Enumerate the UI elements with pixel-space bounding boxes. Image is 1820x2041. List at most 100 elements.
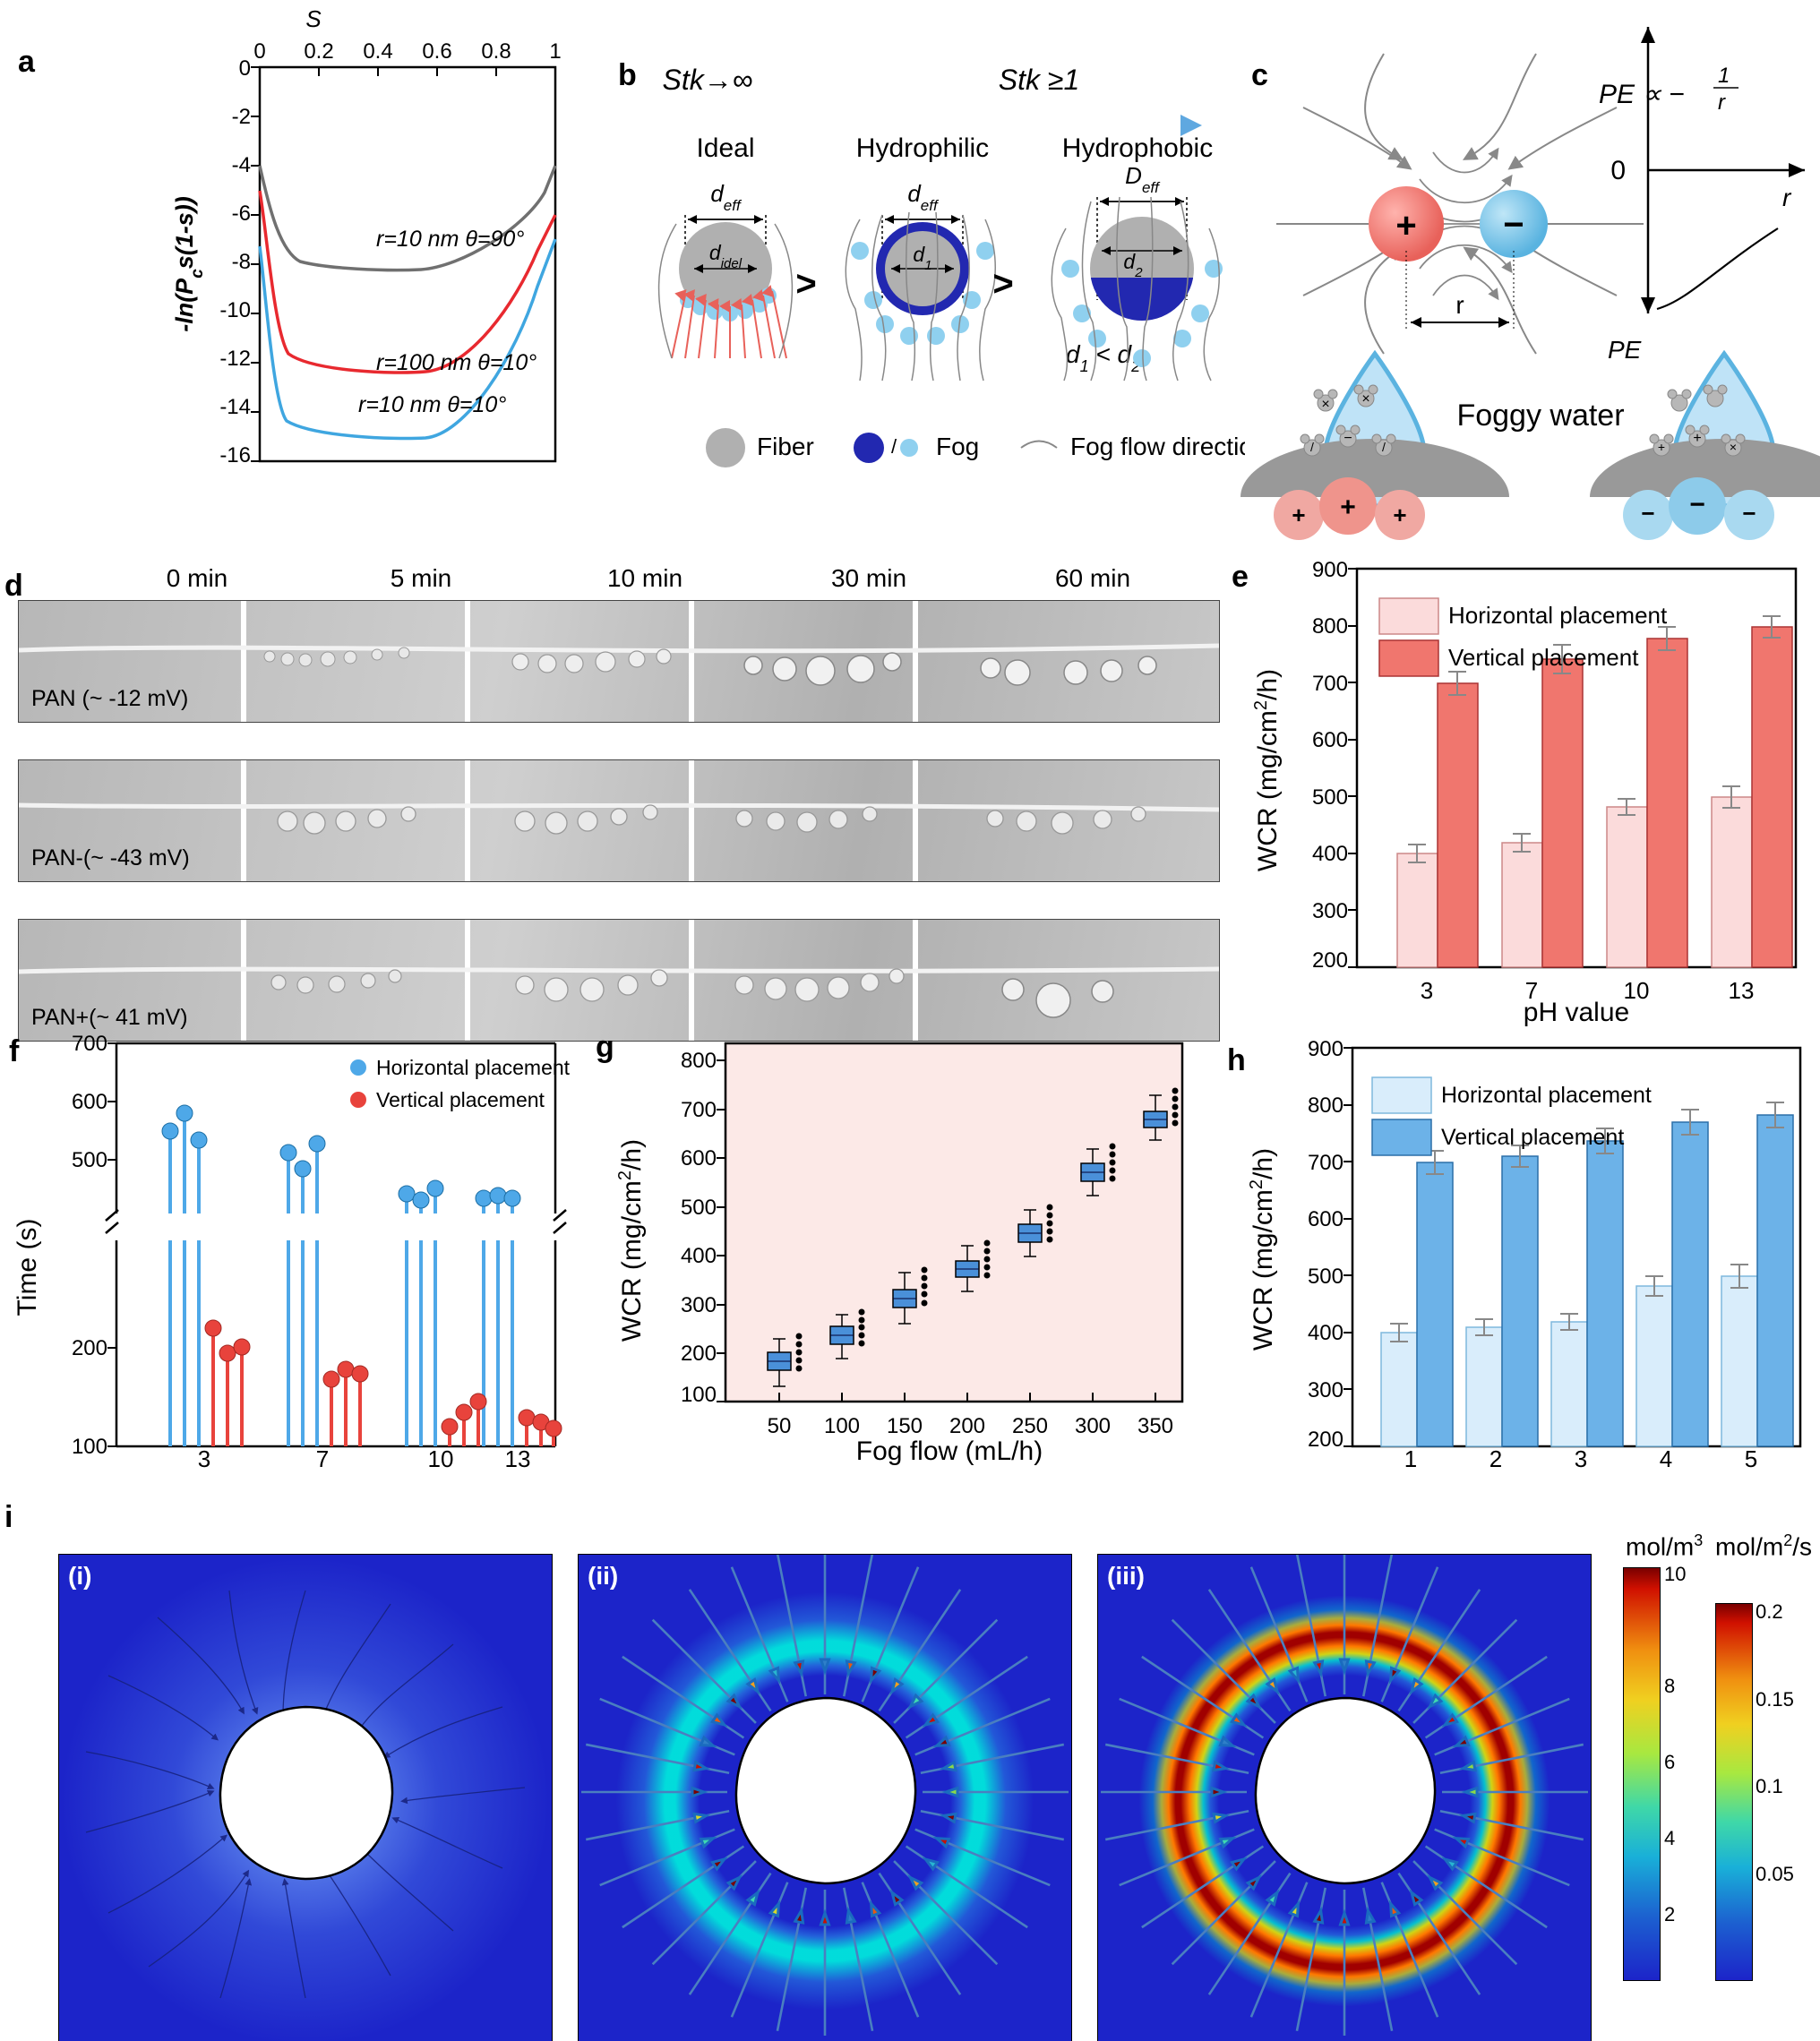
svg-text:×: ×	[1730, 440, 1737, 454]
svg-text:−: −	[1742, 500, 1756, 527]
svg-text:Horizontal placement: Horizontal placement	[1448, 602, 1668, 629]
svg-text:pH value: pH value	[1524, 998, 1629, 1027]
svg-text:/: /	[1382, 440, 1386, 454]
svg-text:0.8: 0.8	[481, 39, 511, 64]
svg-text:-12: -12	[219, 347, 251, 371]
svg-text:10: 10	[428, 1445, 454, 1472]
svg-text:/: /	[1310, 440, 1314, 454]
svg-text:Horizontal placement: Horizontal placement	[376, 1056, 571, 1079]
svg-text:-6: -6	[232, 202, 251, 226]
svg-text:700: 700	[1312, 672, 1348, 696]
svg-text:900: 900	[1312, 558, 1348, 582]
svg-text:Horizontal placement: Horizontal placement	[1441, 1083, 1652, 1108]
svg-text:Time (s): Time (s)	[13, 1219, 42, 1316]
svg-text:800: 800	[681, 1049, 717, 1073]
svg-text:400: 400	[681, 1244, 717, 1268]
svg-text:-8: -8	[232, 250, 251, 274]
svg-text:WCR (mg/cm2/h): WCR (mg/cm2/h)	[1251, 669, 1283, 871]
svg-text:-14: -14	[219, 395, 251, 419]
svg-text:Hydrophobic: Hydrophobic	[1062, 133, 1213, 163]
svg-text:400: 400	[1308, 1321, 1344, 1345]
svg-text:300: 300	[1075, 1414, 1111, 1438]
svg-text:300: 300	[1312, 899, 1348, 923]
svg-text:r=10 nm θ=10°: r=10 nm θ=10°	[358, 392, 506, 417]
svg-text:>: >	[992, 264, 1013, 304]
svg-text:250: 250	[1012, 1414, 1048, 1438]
svg-text:+: +	[1292, 502, 1305, 528]
svg-text:400: 400	[1312, 842, 1348, 866]
svg-text:WCR (mg/cm2/h): WCR (mg/cm2/h)	[1247, 1148, 1278, 1351]
svg-text:600: 600	[681, 1146, 717, 1171]
svg-text:200: 200	[681, 1342, 717, 1366]
svg-text:13: 13	[1729, 977, 1755, 1004]
svg-text:-10: -10	[219, 298, 251, 322]
svg-text:900: 900	[1308, 1037, 1344, 1061]
svg-text:deff: deff	[710, 180, 743, 214]
svg-text:Vertical placement: Vertical placement	[1441, 1125, 1624, 1150]
svg-text:200: 200	[949, 1414, 985, 1438]
svg-text:Hydrophilic: Hydrophilic	[856, 133, 989, 163]
svg-text:h: h	[1227, 1043, 1246, 1077]
svg-text:S: S	[305, 5, 322, 32]
svg-text:700: 700	[681, 1098, 717, 1122]
svg-text:0.2: 0.2	[304, 39, 333, 64]
svg-text:600: 600	[72, 1090, 107, 1114]
svg-text:PE ∝ −: PE ∝ −	[1599, 80, 1685, 109]
svg-text:-ln(Pcs(1-s)): -ln(Pcs(1-s))	[171, 196, 207, 332]
svg-text:600: 600	[1308, 1207, 1344, 1231]
svg-text:b: b	[618, 58, 637, 92]
svg-text:r: r	[1782, 184, 1792, 211]
svg-text:7: 7	[316, 1445, 329, 1472]
svg-text:Vertical placement: Vertical placement	[1448, 644, 1639, 671]
svg-text:10: 10	[1624, 977, 1650, 1004]
svg-text:deff: deff	[907, 180, 940, 214]
svg-text:3: 3	[1421, 977, 1433, 1004]
svg-text:0: 0	[239, 56, 251, 81]
svg-text:/: /	[891, 435, 897, 458]
svg-text:−: −	[1641, 500, 1654, 527]
svg-text:100: 100	[72, 1435, 107, 1459]
svg-text:300: 300	[681, 1293, 717, 1317]
svg-text:4: 4	[1660, 1445, 1672, 1472]
svg-text:50: 50	[768, 1414, 792, 1438]
svg-text:0.6: 0.6	[422, 39, 451, 64]
svg-text:100: 100	[681, 1383, 717, 1407]
svg-text:Foggy water: Foggy water	[1456, 399, 1624, 433]
svg-text:r=100 nm θ=10°: r=100 nm θ=10°	[376, 350, 537, 375]
svg-text:2: 2	[1489, 1445, 1502, 1472]
svg-text:500: 500	[72, 1148, 107, 1172]
svg-text:0: 0	[1610, 156, 1626, 185]
svg-text:500: 500	[681, 1196, 717, 1220]
svg-text:f: f	[9, 1034, 20, 1068]
svg-text:100: 100	[824, 1414, 860, 1438]
svg-text:c: c	[1251, 58, 1268, 92]
svg-text:13: 13	[505, 1445, 531, 1472]
svg-text:1: 1	[1404, 1445, 1417, 1472]
svg-text:Vertical placement: Vertical placement	[376, 1088, 545, 1111]
svg-text:PE: PE	[1608, 336, 1642, 364]
svg-text:3: 3	[198, 1445, 210, 1472]
svg-text:+: +	[1693, 431, 1701, 446]
svg-text:WCR (mg/cm2/h): WCR (mg/cm2/h)	[615, 1139, 647, 1342]
svg-text:r=10 nm θ=90°: r=10 nm θ=90°	[376, 227, 524, 252]
svg-text:800: 800	[1308, 1093, 1344, 1118]
svg-text:1: 1	[1718, 64, 1730, 88]
svg-text:−: −	[1503, 205, 1524, 244]
svg-text:0.4: 0.4	[363, 39, 392, 64]
svg-text:Fog: Fog	[936, 433, 979, 460]
svg-text:600: 600	[1312, 728, 1348, 752]
svg-text:Fog flow (mL/h): Fog flow (mL/h)	[856, 1436, 1043, 1466]
svg-text:-2: -2	[232, 105, 251, 129]
svg-text:-4: -4	[232, 153, 251, 177]
svg-text:7: 7	[1525, 977, 1538, 1004]
svg-text:+: +	[1395, 206, 1416, 245]
svg-text:×: ×	[1321, 397, 1329, 412]
svg-text:−: −	[1689, 490, 1705, 519]
svg-text:5: 5	[1745, 1445, 1757, 1472]
svg-text:0: 0	[253, 39, 265, 64]
svg-text:1: 1	[549, 39, 561, 64]
svg-text:700: 700	[1308, 1151, 1344, 1175]
svg-text:150: 150	[887, 1414, 923, 1438]
svg-text:200: 200	[1308, 1428, 1344, 1452]
svg-text:500: 500	[1308, 1265, 1344, 1289]
